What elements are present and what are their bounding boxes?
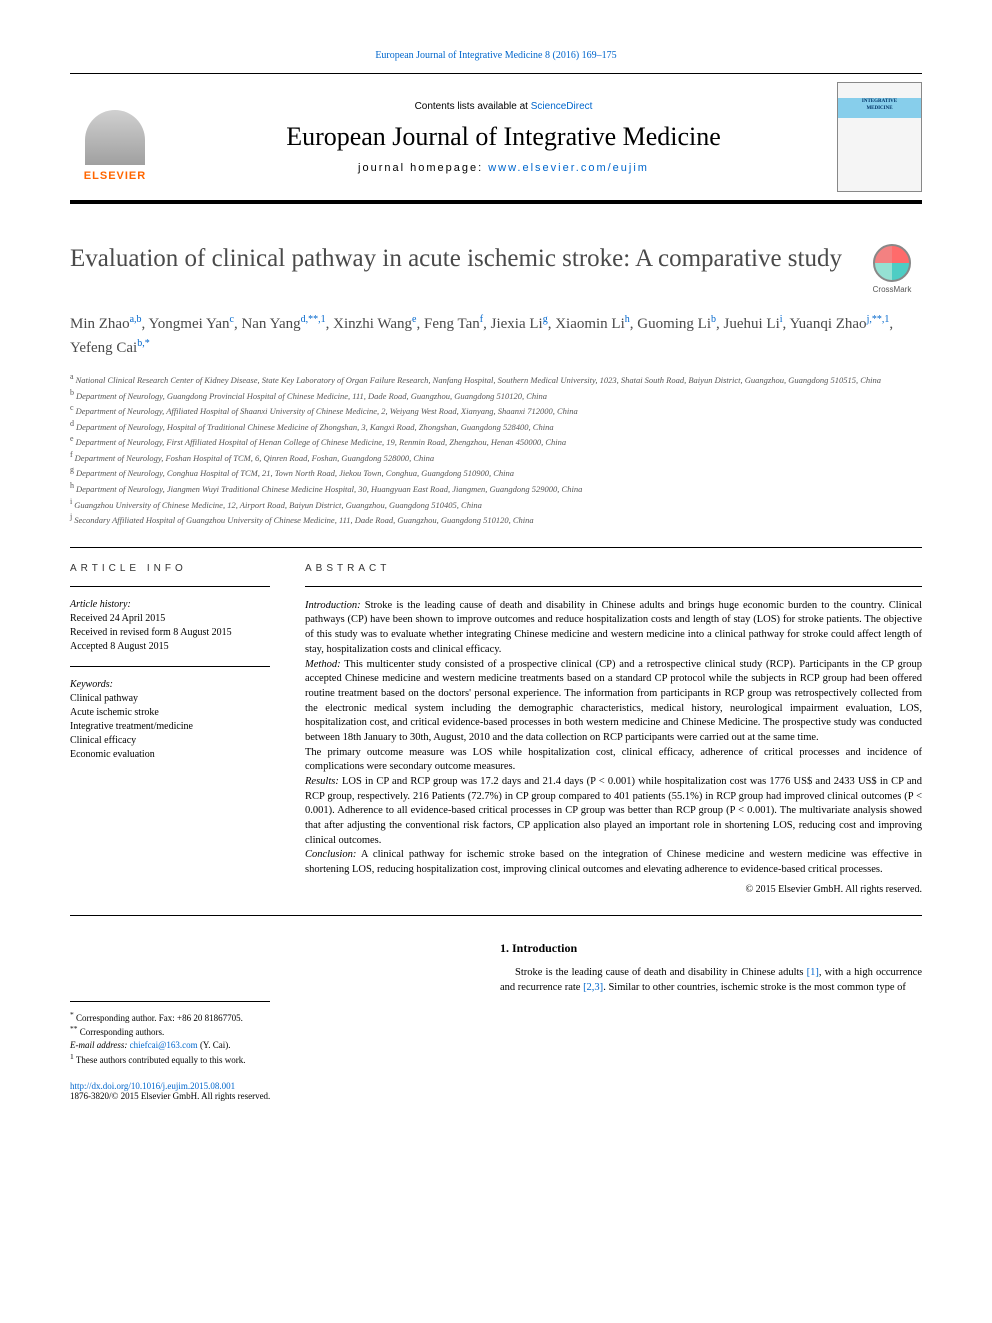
article-title: Evaluation of clinical pathway in acute … [70,244,847,274]
keyword-item: Integrative treatment/medicine [70,720,270,734]
ref-link-2[interactable]: [2,3] [583,982,603,993]
homepage-line: journal homepage: www.elsevier.com/eujim [170,162,837,174]
history-item: Accepted 8 August 2015 [70,640,270,654]
bottom-info: http://dx.doi.org/10.1016/j.eujim.2015.0… [70,1081,922,1101]
author-list: Min Zhaoa,b, Yongmei Yanc, Nan Yangd,**,… [70,312,922,359]
abstract-copyright: © 2015 Elsevier GmbH. All rights reserve… [305,884,922,895]
affiliation-item: aNational Clinical Research Center of Ki… [70,371,922,387]
elsevier-text: ELSEVIER [84,170,146,182]
intro-text-3: . Similar to other countries, ischemic s… [603,982,906,993]
affiliation-item: gDepartment of Neurology, Conghua Hospit… [70,464,922,480]
intro-text-1: Stroke is the leading cause of death and… [515,967,807,978]
affiliation-item: dDepartment of Neurology, Hospital of Tr… [70,418,922,434]
journal-cover-thumbnail: INTEGRATIVE MEDICINE [837,82,922,192]
crossmark-icon [873,244,911,282]
affiliation-item: hDepartment of Neurology, Jiangmen Wuyi … [70,480,922,496]
abstract-method-text-2: The primary outcome measure was LOS whil… [305,747,922,773]
abstract-header: ABSTRACT [305,563,922,574]
ref-link-1[interactable]: [1] [807,967,819,978]
keyword-item: Acute ischemic stroke [70,706,270,720]
abstract-results-text: LOS in CP and RCP group was 17.2 days an… [305,776,922,846]
footnotes: * Corresponding author. Fax: +86 20 8186… [70,1001,270,1066]
keywords-label: Keywords: [70,679,270,690]
abstract-conclusion-label: Conclusion: [305,849,356,860]
issn-copyright: 1876-3820/© 2015 Elsevier GmbH. All righ… [70,1091,270,1101]
contents-line: Contents lists available at ScienceDirec… [170,101,837,112]
journal-header: ELSEVIER Contents lists available at Sci… [70,73,922,204]
affiliation-item: jSecondary Affiliated Hospital of Guangz… [70,511,922,527]
elsevier-tree-icon [85,110,145,165]
info-divider [70,586,270,587]
email-link[interactable]: chiefcai@163.com [130,1040,198,1050]
homepage-link[interactable]: www.elsevier.com/eujim [488,162,649,174]
keyword-item: Clinical pathway [70,692,270,706]
elsevier-logo: ELSEVIER [70,92,160,182]
footnote-item: * Corresponding author. Fax: +86 20 8186… [70,1010,270,1025]
journal-citation[interactable]: European Journal of Integrative Medicine… [70,50,922,61]
abstract-intro-text: Stroke is the leading cause of death and… [305,600,922,655]
doi-link[interactable]: http://dx.doi.org/10.1016/j.eujim.2015.0… [70,1081,235,1091]
intro-paragraph: Stroke is the leading cause of death and… [500,966,922,995]
keyword-item: Economic evaluation [70,748,270,762]
cover-title-1: INTEGRATIVE [838,98,921,105]
article-info-column: ARTICLE INFO Article history: Received 2… [70,563,270,895]
keyword-item: Clinical efficacy [70,734,270,748]
crossmark-badge[interactable]: CrossMark [862,244,922,294]
crossmark-label: CrossMark [862,285,922,294]
article-info-header: ARTICLE INFO [70,563,270,574]
affiliation-item: bDepartment of Neurology, Guangdong Prov… [70,387,922,403]
abstract-method-text-1: This multicenter study consisted of a pr… [305,659,922,743]
divider [70,915,922,916]
divider [70,547,922,548]
abstract-intro-label: Introduction: [305,600,361,611]
abstract-text: Introduction: Stroke is the leading caus… [305,599,922,878]
affiliation-item: iGuangzhou University of Chinese Medicin… [70,496,922,512]
history-label: Article history: [70,599,270,610]
homepage-label: journal homepage: [358,162,488,174]
journal-name: European Journal of Integrative Medicine [170,122,837,152]
abstract-conclusion-text: A clinical pathway for ischemic stroke b… [305,849,922,875]
email-author: (Y. Cai). [198,1040,231,1050]
abstract-results-label: Results: [305,776,339,787]
affiliation-item: eDepartment of Neurology, First Affiliat… [70,433,922,449]
affiliation-item: fDepartment of Neurology, Foshan Hospita… [70,449,922,465]
intro-heading: 1. Introduction [500,941,922,956]
footnote-contrib: 1 These authors contributed equally to t… [70,1052,270,1067]
affiliation-item: cDepartment of Neurology, Affiliated Hos… [70,402,922,418]
footnote-email: E-mail address: chiefcai@163.com (Y. Cai… [70,1039,270,1052]
affiliations-list: aNational Clinical Research Center of Ki… [70,371,922,527]
footnote-item: ** Corresponding authors. [70,1024,270,1039]
abstract-column: ABSTRACT Introduction: Stroke is the lea… [305,563,922,895]
sciencedirect-link[interactable]: ScienceDirect [531,101,593,112]
info-divider [70,666,270,667]
email-label: E-mail address: [70,1040,130,1050]
history-item: Received 24 April 2015 [70,612,270,626]
contrib-text: These authors contributed equally to thi… [74,1055,246,1065]
contents-label: Contents lists available at [415,101,531,112]
abstract-divider [305,586,922,587]
cover-title-2: MEDICINE [838,105,921,112]
abstract-method-label: Method: [305,659,341,670]
history-item: Received in revised form 8 August 2015 [70,626,270,640]
